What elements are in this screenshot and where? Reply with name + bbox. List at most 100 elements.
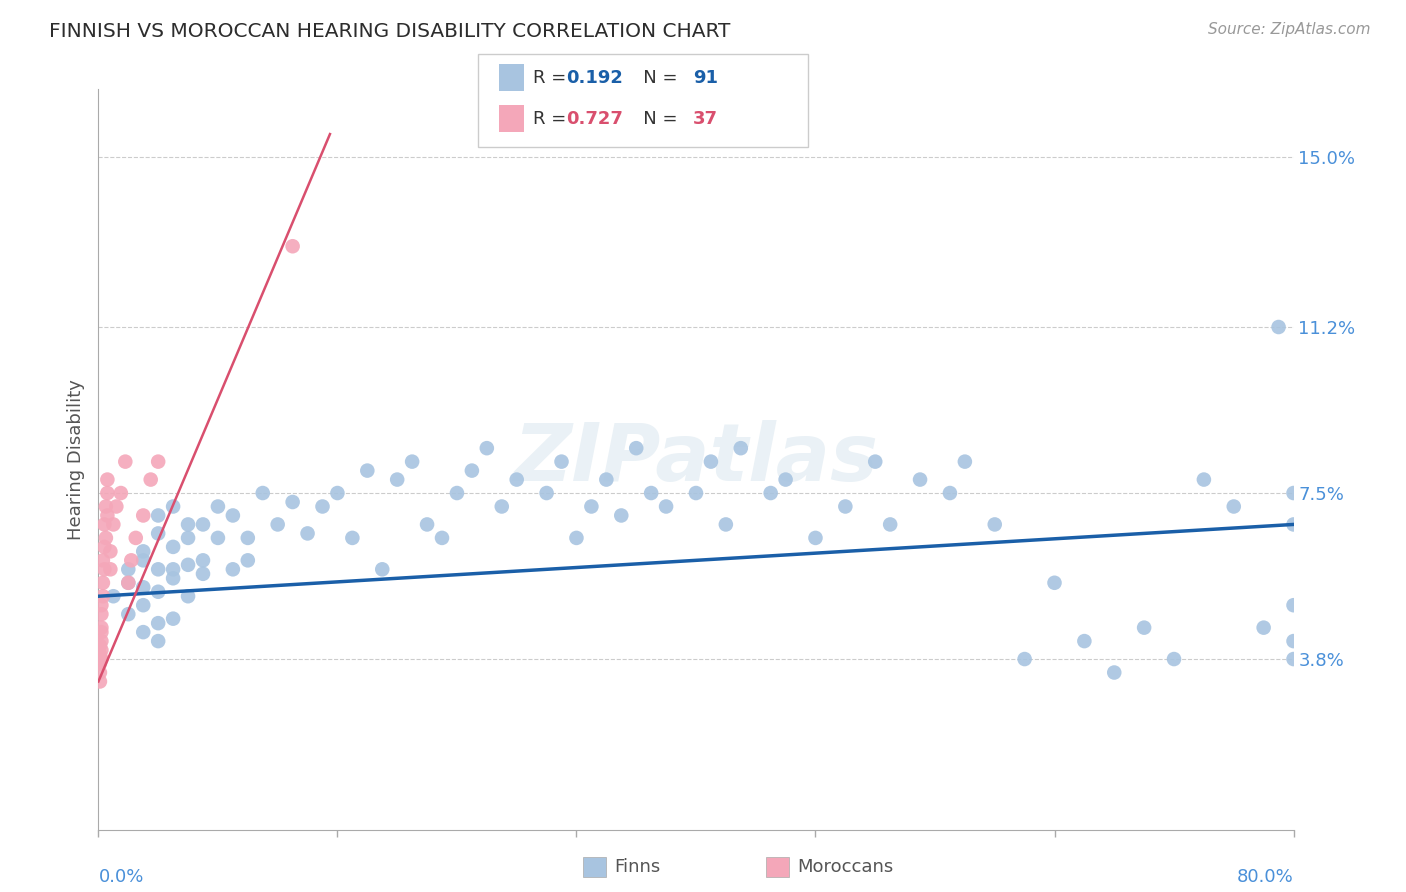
Point	[461, 464, 484, 478]
Point	[162, 571, 184, 585]
Point	[162, 500, 184, 514]
Point	[117, 562, 139, 576]
Text: Moroccans: Moroccans	[797, 858, 893, 876]
Point	[356, 464, 378, 478]
Point	[775, 473, 797, 487]
Point	[90, 598, 112, 612]
Point	[1282, 486, 1305, 500]
Point	[1253, 621, 1275, 635]
Point	[148, 634, 170, 648]
Point	[162, 562, 184, 576]
Point	[1133, 621, 1156, 635]
Text: FINNISH VS MOROCCAN HEARING DISABILITY CORRELATION CHART: FINNISH VS MOROCCAN HEARING DISABILITY C…	[49, 22, 731, 41]
Point	[103, 517, 125, 532]
Point	[191, 566, 214, 581]
Point	[326, 486, 349, 500]
Point	[91, 553, 114, 567]
Point	[342, 531, 364, 545]
Point	[1192, 473, 1215, 487]
Point	[191, 553, 214, 567]
Point	[93, 562, 115, 576]
Point	[148, 584, 170, 599]
Text: 0.192: 0.192	[567, 69, 623, 87]
Point	[222, 508, 245, 523]
Point	[759, 486, 782, 500]
Point	[565, 531, 588, 545]
Point	[91, 575, 114, 590]
Point	[491, 500, 513, 514]
Point	[1073, 634, 1095, 648]
Point	[148, 562, 170, 576]
Point	[281, 495, 304, 509]
Point	[89, 639, 111, 653]
Point	[94, 500, 117, 514]
Point	[879, 517, 901, 532]
Point	[804, 531, 827, 545]
Point	[91, 589, 114, 603]
Point	[939, 486, 962, 500]
Point	[984, 517, 1007, 532]
Point	[89, 652, 111, 666]
Point	[626, 441, 648, 455]
Point	[110, 486, 132, 500]
Point	[700, 455, 723, 469]
Point	[416, 517, 439, 532]
Point	[132, 544, 155, 558]
Point	[908, 473, 931, 487]
Point	[89, 665, 111, 680]
Point	[430, 531, 453, 545]
Point	[96, 486, 118, 500]
Point	[610, 508, 633, 523]
Point	[162, 612, 184, 626]
Point	[132, 598, 155, 612]
Point	[90, 607, 112, 622]
Y-axis label: Hearing Disability: Hearing Disability	[66, 379, 84, 540]
Point	[90, 634, 112, 648]
Point	[132, 580, 155, 594]
Point	[132, 553, 155, 567]
Point	[117, 575, 139, 590]
Point	[297, 526, 319, 541]
Point	[236, 553, 259, 567]
Point	[581, 500, 603, 514]
Point	[281, 239, 304, 253]
Point	[1282, 598, 1305, 612]
Text: 80.0%: 80.0%	[1237, 869, 1294, 887]
Point	[98, 562, 122, 576]
Text: R =: R =	[533, 69, 572, 87]
Point	[96, 508, 118, 523]
Point	[191, 517, 214, 532]
Point	[236, 531, 259, 545]
Point	[1043, 575, 1066, 590]
Text: 37: 37	[693, 110, 718, 128]
Point	[685, 486, 707, 500]
Point	[730, 441, 752, 455]
Point	[162, 540, 184, 554]
Point	[117, 575, 139, 590]
Point	[177, 517, 200, 532]
Point	[865, 455, 887, 469]
Point	[132, 625, 155, 640]
Point	[536, 486, 558, 500]
Point	[177, 589, 200, 603]
Point	[1104, 665, 1126, 680]
Point	[139, 473, 162, 487]
Point	[89, 674, 111, 689]
Point	[89, 657, 111, 671]
Point	[177, 558, 200, 572]
Point	[475, 441, 498, 455]
Text: Source: ZipAtlas.com: Source: ZipAtlas.com	[1208, 22, 1371, 37]
Point	[93, 517, 115, 532]
Point	[401, 455, 423, 469]
Point	[506, 473, 529, 487]
Point	[267, 517, 290, 532]
Point	[222, 562, 245, 576]
Point	[114, 455, 136, 469]
Point	[177, 531, 200, 545]
Point	[96, 473, 118, 487]
Text: N =: N =	[626, 69, 683, 87]
Point	[207, 500, 229, 514]
Point	[1223, 500, 1246, 514]
Text: 0.0%: 0.0%	[98, 869, 143, 887]
Point	[953, 455, 976, 469]
